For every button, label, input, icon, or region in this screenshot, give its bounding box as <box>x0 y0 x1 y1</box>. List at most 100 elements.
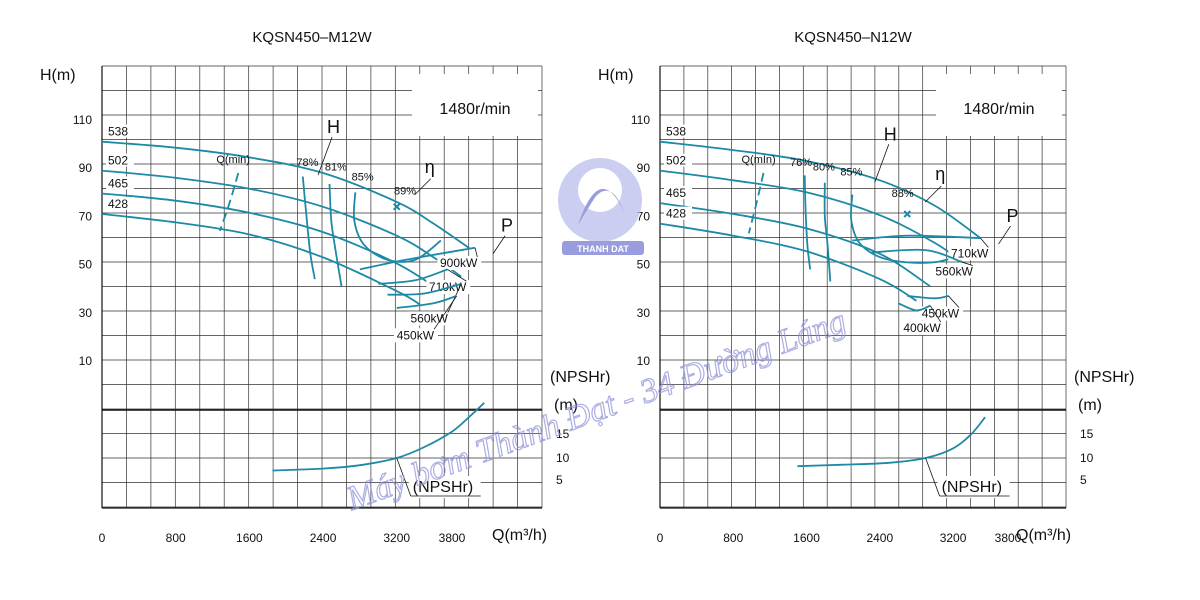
y-tick-label: 30 <box>79 306 93 320</box>
p-label: P <box>1007 206 1019 226</box>
npsh-tick-label: 5 <box>556 473 563 487</box>
head-curve-label: 465 <box>666 186 686 200</box>
x-tick-label: 1600 <box>793 531 820 545</box>
power-leader <box>980 237 989 248</box>
speed-label: 1480r/min <box>439 101 510 118</box>
npsh-curve <box>272 402 485 472</box>
npsh-curve <box>797 416 986 468</box>
power-label-bg <box>394 328 439 343</box>
npsh-tick-label: 15 <box>556 427 570 441</box>
y-tick-label: 30 <box>637 306 651 320</box>
efficiency-contour-78 <box>301 176 316 280</box>
x-tick-label: 0 <box>99 531 106 545</box>
power-line-710kW <box>852 234 981 242</box>
power-line-900kW <box>359 246 476 271</box>
head-label-bg <box>106 176 134 190</box>
npsh-tick-label: 5 <box>1080 473 1087 487</box>
head-label-bg <box>664 124 692 138</box>
head-curve-label: 538 <box>666 125 686 139</box>
x-tick-label: 2400 <box>866 531 893 545</box>
head-curve-502 <box>101 169 462 278</box>
grid <box>101 65 543 508</box>
head-curve-502 <box>659 169 963 263</box>
x-tick-label: 3200 <box>940 531 967 545</box>
head-curve-428 <box>101 213 421 306</box>
head-curve-label: 465 <box>108 177 128 191</box>
power-line-label: 560kW <box>411 311 449 325</box>
head-label-bg <box>664 186 692 200</box>
power-line-450kW <box>396 295 457 309</box>
chart-panel-2: 1480r/minKQSN450–N12WH(m)Q(m³/h)(NPSHr)(… <box>598 29 1134 545</box>
eta-leader <box>924 185 942 203</box>
qmin-label: Q(mIn) <box>741 154 775 166</box>
x-tick-label: 3200 <box>383 531 410 545</box>
logo-text: THANH DAT <box>577 244 629 254</box>
y-tick-label: 110 <box>631 113 650 127</box>
x-tick-label: 1600 <box>236 531 263 545</box>
power-line-label: 400kW <box>903 321 941 335</box>
head-label-bg <box>106 196 134 210</box>
h-leader <box>874 144 890 183</box>
power-leader <box>474 247 478 258</box>
head-curve-465 <box>101 192 444 294</box>
power-label-bg <box>900 321 945 336</box>
npsh-curve-label: (NPSHr) <box>942 479 1002 496</box>
h-curve-label: H <box>884 124 897 144</box>
power-label-bg <box>407 311 452 326</box>
head-curve-label: 538 <box>108 125 128 139</box>
qmin-label: Q(min) <box>216 154 250 166</box>
head-curve-label: 502 <box>108 154 128 168</box>
power-line-label: 560kW <box>935 264 973 278</box>
y-tick-label: 90 <box>637 161 651 175</box>
p-leader <box>492 235 506 254</box>
speed-box <box>412 74 538 136</box>
power-label-bg <box>919 306 964 321</box>
efficiency-label: 89% <box>394 186 416 198</box>
x-tick-label: 800 <box>723 531 743 545</box>
npsh-axis-label: (NPSHr) <box>550 369 610 386</box>
power-line-560kW <box>870 248 963 264</box>
bep-marker <box>393 203 401 211</box>
head-curve-465 <box>659 202 931 288</box>
npsh-leader <box>396 457 412 497</box>
npsh-label-bg <box>408 476 481 498</box>
power-label-bg <box>948 246 993 261</box>
head-label-bg <box>106 153 134 167</box>
bep-marker <box>903 210 911 218</box>
power-label-bg <box>437 256 482 271</box>
x-tick-label: 0 <box>657 531 664 545</box>
efficiency-contour-85 <box>352 192 442 263</box>
npsh-axis-label: (NPSHr) <box>1074 369 1134 386</box>
head-label-bg <box>106 124 134 138</box>
y-axis-label: H(m) <box>598 67 634 84</box>
y-tick-label: 10 <box>79 354 93 368</box>
power-leader <box>948 295 960 308</box>
efficiency-label: 85% <box>352 171 374 183</box>
qmin-line <box>747 172 765 234</box>
y-tick-label: 10 <box>637 354 651 368</box>
y-tick-label: 70 <box>637 209 651 223</box>
grid <box>659 65 1067 508</box>
efficiency-label: 85% <box>840 166 862 178</box>
head-label-bg <box>664 206 692 220</box>
efficiency-contour-85 <box>849 194 977 264</box>
power-leader <box>929 305 942 323</box>
power-label-bg <box>932 264 977 279</box>
x-axis-label: Q(m³/h) <box>492 527 547 544</box>
speed-label: 1480r/min <box>963 101 1034 118</box>
power-line-450kW <box>907 295 949 300</box>
logo-swirl <box>578 188 624 225</box>
power-leader <box>433 295 457 330</box>
power-line-label: 450kW <box>922 307 960 321</box>
efficiency-contour-76 <box>803 175 812 270</box>
h-curve-label: H <box>327 117 340 137</box>
y-tick-label: 70 <box>79 209 93 223</box>
head-curve-label: 502 <box>666 154 686 168</box>
efficiency-label: 81% <box>325 162 347 174</box>
watermark-logo: THANH DAT <box>558 158 644 255</box>
power-line-label: 900kW <box>440 256 478 270</box>
h-leader <box>317 136 333 176</box>
head-curve-538 <box>101 140 471 250</box>
